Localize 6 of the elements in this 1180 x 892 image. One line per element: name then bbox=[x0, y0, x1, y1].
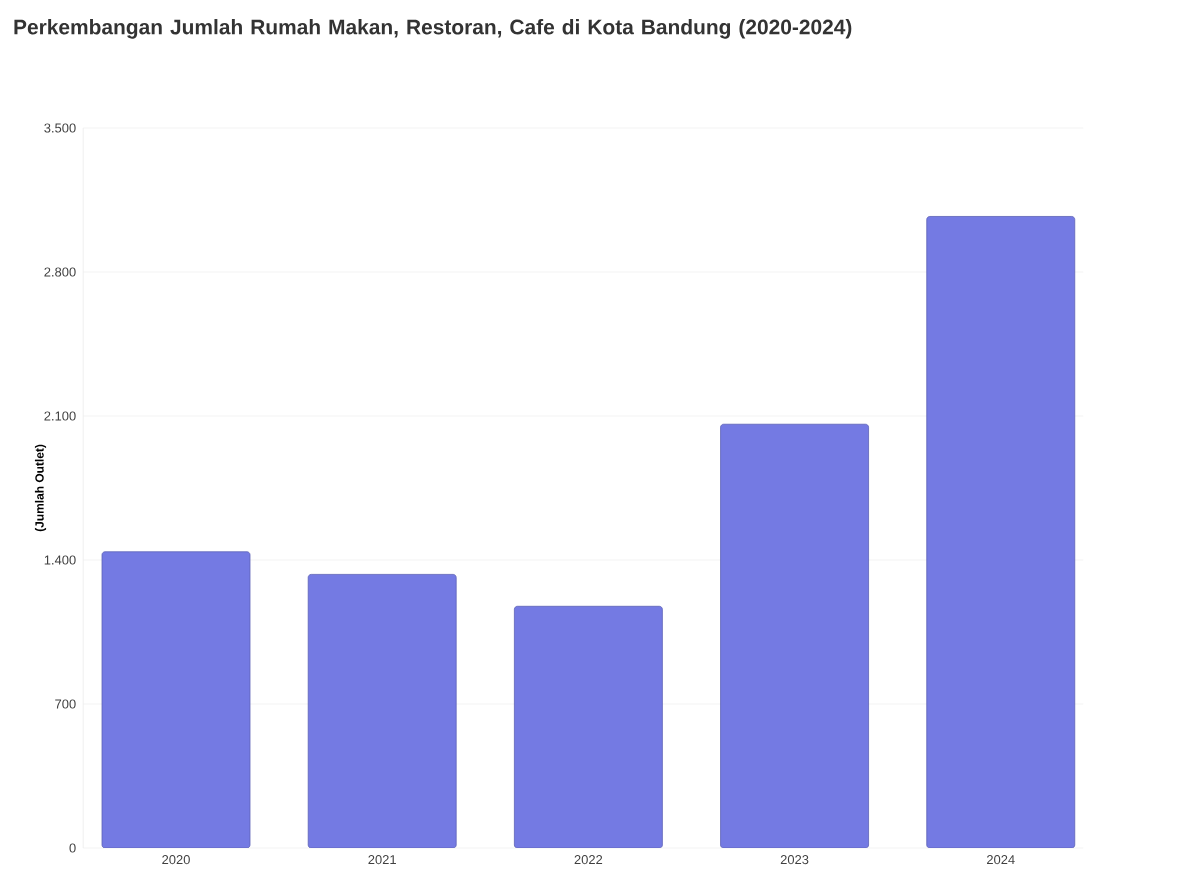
bar bbox=[926, 216, 1076, 848]
bar bbox=[720, 423, 869, 848]
bar bbox=[513, 605, 663, 848]
chart-title: Perkembangan Jumlah Rumah Makan, Restoran, Cafe di Kota Bandung (2020-2024) bbox=[14, 19, 852, 39]
bar bbox=[101, 551, 251, 848]
bar bbox=[307, 574, 457, 848]
